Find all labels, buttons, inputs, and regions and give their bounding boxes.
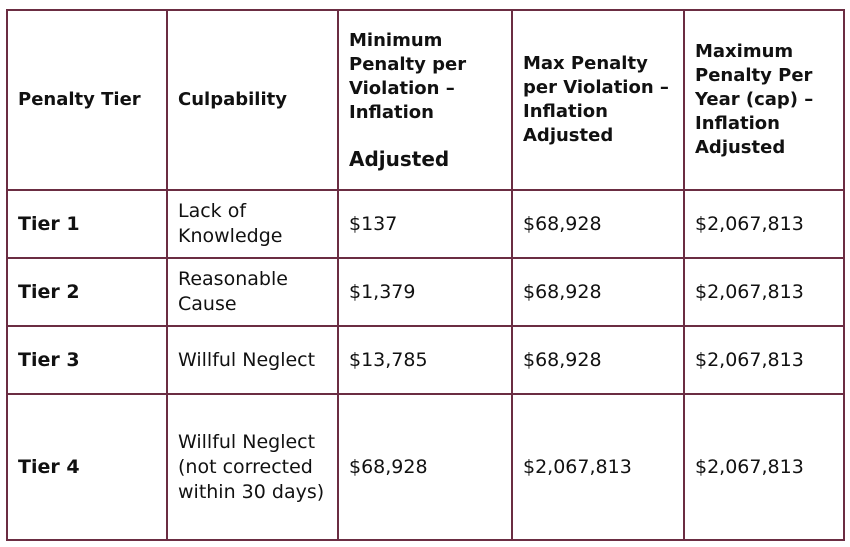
- max-penalty-cell: $68,928: [511, 325, 685, 395]
- yearly-cap-cell: $2,067,813: [683, 189, 845, 259]
- tier-cell: Tier 3: [6, 325, 168, 395]
- header-minimum-penalty-adjusted: Adjusted: [349, 147, 450, 171]
- header-row: Penalty Tier Culpability Minimum Penalty…: [6, 9, 845, 191]
- max-penalty-cell: $2,067,813: [511, 393, 685, 541]
- header-penalty-tier: Penalty Tier: [6, 9, 168, 191]
- yearly-cap-cell: $2,067,813: [683, 257, 845, 327]
- culpability-cell: Lack of Knowledge: [166, 189, 339, 259]
- yearly-cap-cell: $2,067,813: [683, 325, 845, 395]
- culpability-cell: Willful Neglect: [166, 325, 339, 395]
- table-row: Tier 2 Reasonable Cause $1,379 $68,928 $…: [6, 257, 845, 327]
- culpability-cell: Reasonable Cause: [166, 257, 339, 327]
- table-row: Tier 1 Lack of Knowledge $137 $68,928 $2…: [6, 189, 845, 259]
- tier-cell: Tier 2: [6, 257, 168, 327]
- penalty-table-container: Penalty Tier Culpability Minimum Penalty…: [6, 9, 845, 541]
- tier-cell: Tier 1: [6, 189, 168, 259]
- penalty-table: Penalty Tier Culpability Minimum Penalty…: [6, 9, 845, 541]
- min-penalty-cell: $13,785: [337, 325, 513, 395]
- header-minimum-penalty: Minimum Penalty per Violation – Inflatio…: [337, 9, 513, 191]
- max-penalty-cell: $68,928: [511, 257, 685, 327]
- max-penalty-cell: $68,928: [511, 189, 685, 259]
- min-penalty-cell: $137: [337, 189, 513, 259]
- yearly-cap-cell: $2,067,813: [683, 393, 845, 541]
- table-row: Tier 3 Willful Neglect $13,785 $68,928 $…: [6, 325, 845, 395]
- header-max-penalty: Max Penalty per Violation – Inflation Ad…: [511, 9, 685, 191]
- table-row: Tier 4 Willful Neglect (not corrected wi…: [6, 393, 845, 541]
- header-minimum-penalty-text: Minimum Penalty per Violation – Inflatio…: [349, 30, 467, 123]
- min-penalty-cell: $1,379: [337, 257, 513, 327]
- min-penalty-cell: $68,928: [337, 393, 513, 541]
- header-max-per-year: Maximum Penalty Per Year (cap) – Inflati…: [683, 9, 845, 191]
- tier-cell: Tier 4: [6, 393, 168, 541]
- header-culpability: Culpability: [166, 9, 339, 191]
- culpability-cell: Willful Neglect (not corrected within 30…: [166, 393, 339, 541]
